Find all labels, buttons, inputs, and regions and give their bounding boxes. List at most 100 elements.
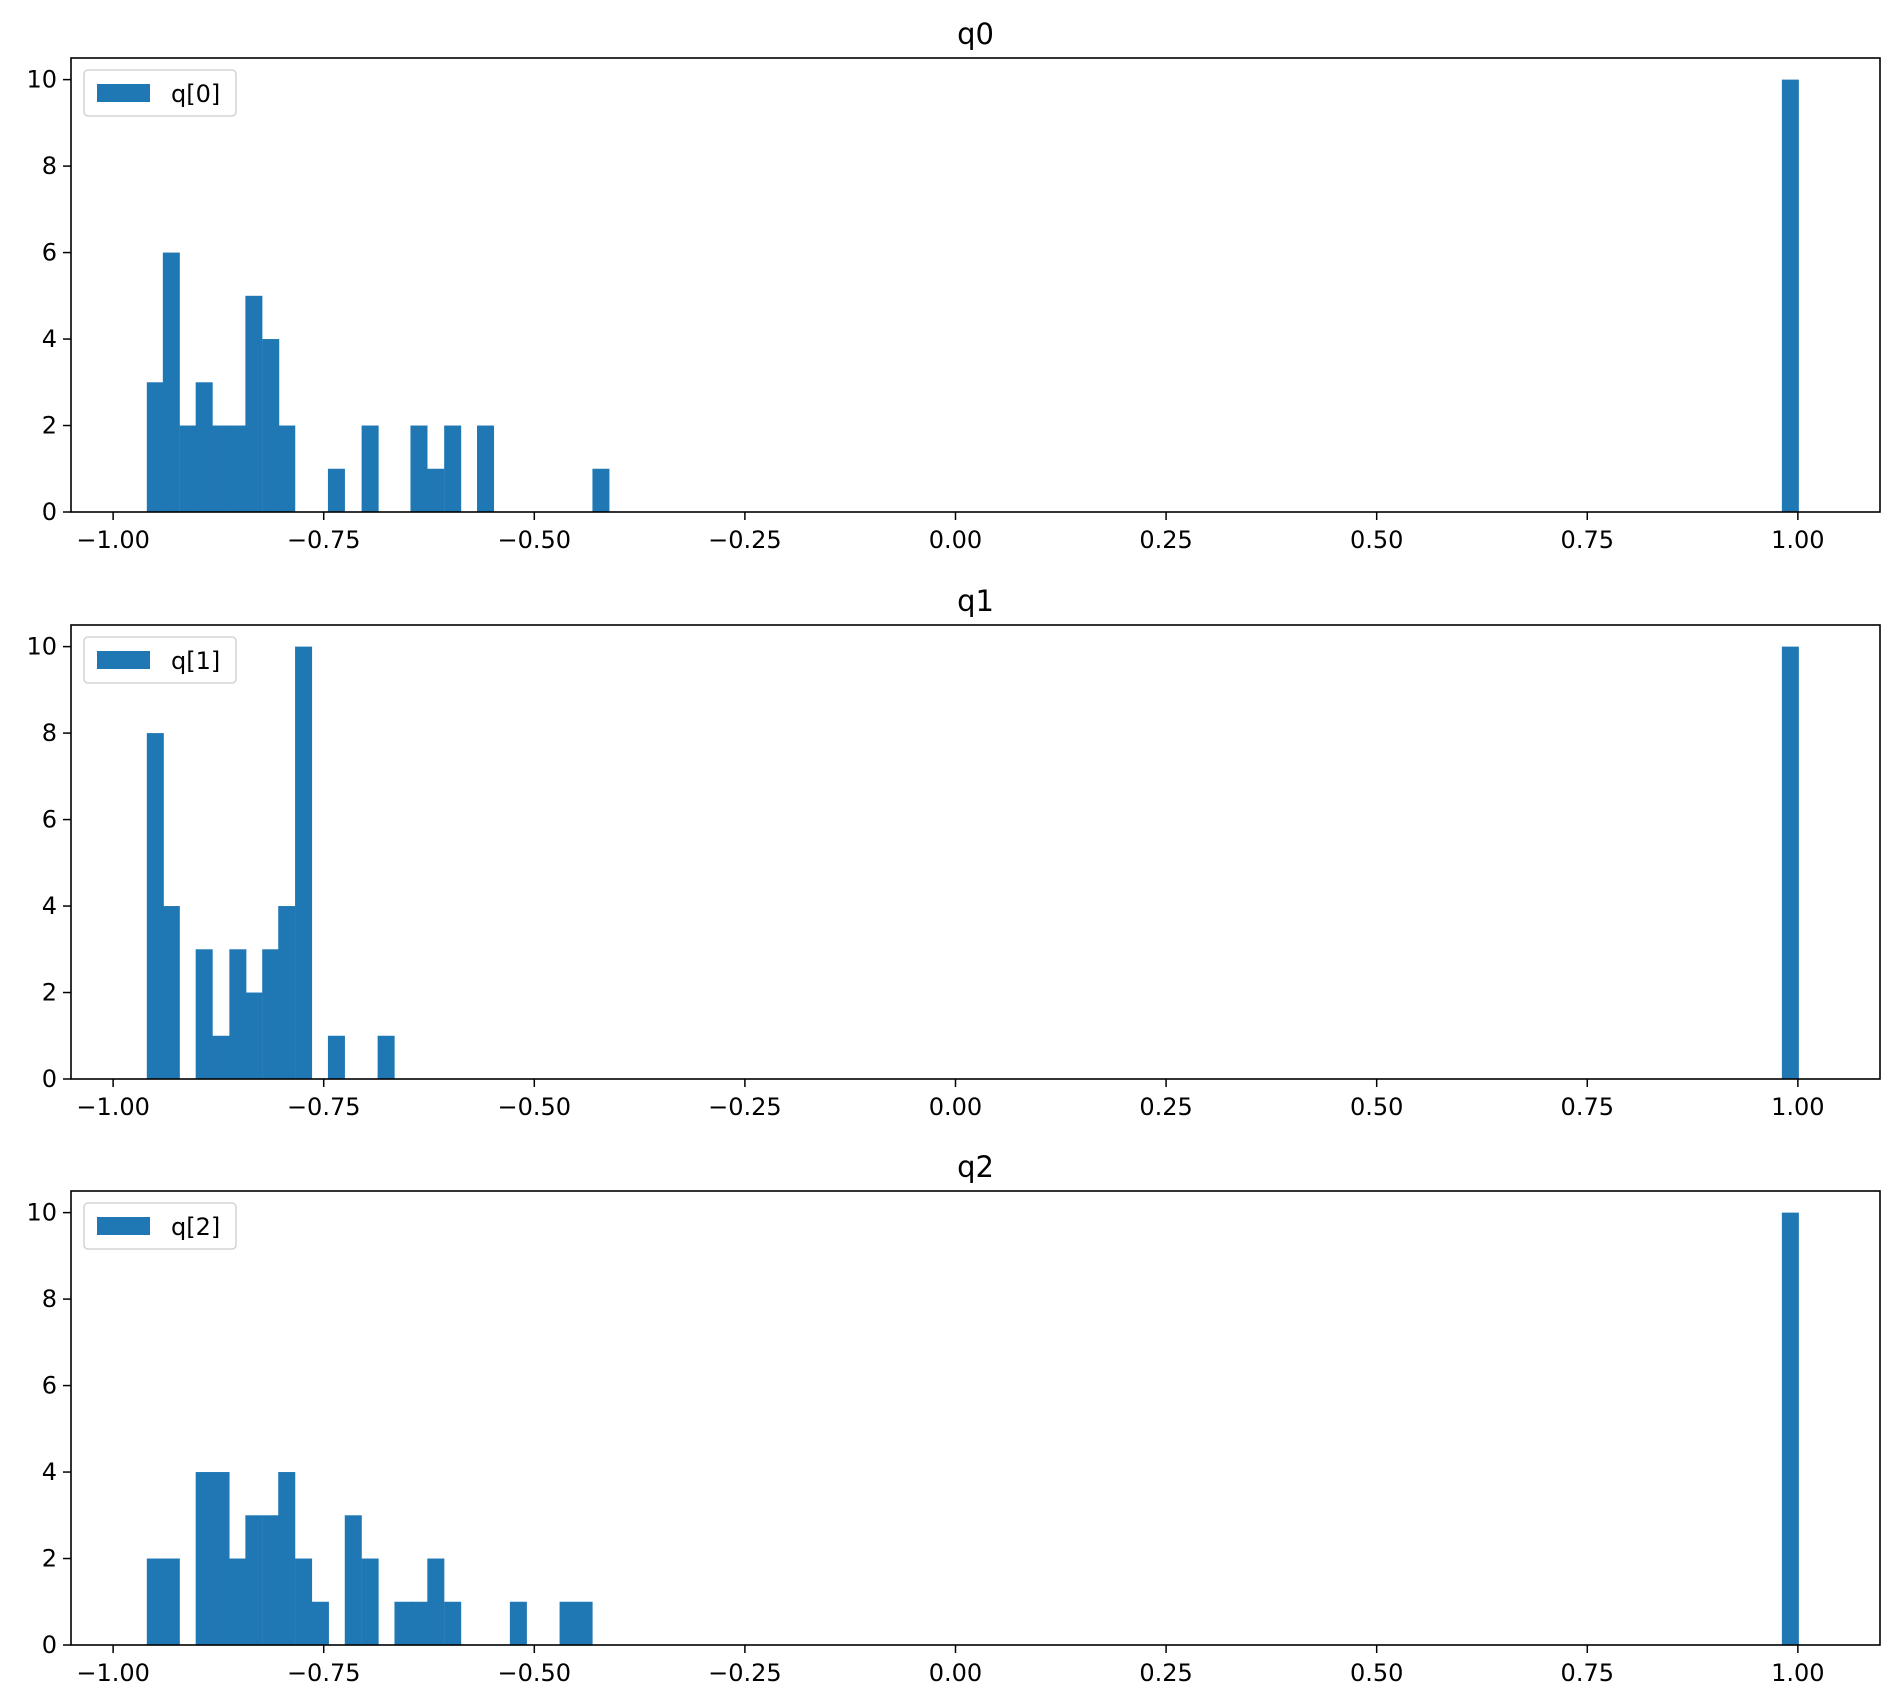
x-tick-label: 0.00 — [929, 1093, 982, 1121]
axes-frame — [70, 1190, 1881, 1646]
x-tick-label: 0.75 — [1561, 1093, 1614, 1121]
y-tick-label: 0 — [42, 498, 57, 526]
histogram-bar — [195, 382, 213, 512]
y-tick-label: 10 — [26, 633, 57, 661]
chart-title: q1 — [957, 584, 994, 618]
y-tick-label: 6 — [42, 239, 57, 267]
histogram-bar — [444, 425, 462, 512]
histogram-bar — [229, 425, 247, 512]
histogram-bar — [295, 646, 313, 1079]
histogram-bar — [1781, 646, 1799, 1079]
histogram-bar — [278, 425, 296, 512]
x-tick-label: −1.00 — [76, 1659, 150, 1687]
x-tick-label: 0.00 — [929, 526, 982, 554]
histogram-bar — [262, 1515, 280, 1645]
x-tick-label: 0.25 — [1139, 1093, 1192, 1121]
histogram-bar — [444, 1601, 462, 1645]
histogram-bar — [327, 468, 345, 512]
histogram-bar — [212, 425, 230, 512]
histogram-bar — [195, 1472, 213, 1645]
y-tick-label: 10 — [26, 1199, 57, 1227]
x-tick-label: −0.50 — [498, 1093, 572, 1121]
x-tick-label: 0.00 — [929, 1659, 982, 1687]
histogram-bar — [477, 425, 495, 512]
histogram-bar — [377, 1035, 395, 1079]
x-tick-label: 1.00 — [1771, 526, 1824, 554]
x-tick-label: −0.50 — [498, 1659, 572, 1687]
histogram-bar — [344, 1515, 362, 1645]
histogram-bar — [410, 425, 428, 512]
histogram-bar — [361, 425, 379, 512]
x-tick-label: −1.00 — [76, 1093, 150, 1121]
histogram-bar — [162, 906, 180, 1079]
y-tick-label: 2 — [42, 979, 57, 1007]
x-tick-label: 0.50 — [1350, 526, 1403, 554]
histogram-bar — [245, 992, 263, 1079]
x-tick-label: 0.75 — [1561, 1659, 1614, 1687]
histogram-bar — [1781, 79, 1799, 512]
histogram-bar — [262, 339, 280, 512]
histogram-bar — [327, 1035, 345, 1079]
legend-box — [83, 636, 237, 684]
histogram-bar — [245, 295, 263, 512]
histogram-bar — [146, 733, 164, 1079]
histogram-bar — [212, 1472, 230, 1645]
histogram-bar — [361, 1558, 379, 1645]
histogram-bar — [295, 1558, 313, 1645]
subplot-0: q0 −1.00 −0.75 −0.50 −0.25 0.00 0.25 0.50 0.75 1.… — [26, 17, 1881, 554]
chart-title: q2 — [957, 1150, 994, 1184]
histogram-bar — [427, 1558, 445, 1645]
axes-frame — [70, 57, 1881, 513]
y-tick-label: 4 — [42, 1458, 57, 1486]
y-tick-label: 8 — [42, 152, 57, 180]
y-tick-label: 2 — [42, 412, 57, 440]
x-tick-label: 1.00 — [1771, 1659, 1824, 1687]
legend-label: q[0] — [171, 80, 220, 108]
histogram-bar — [427, 468, 445, 512]
x-tick-label: −0.25 — [708, 526, 782, 554]
x-tick-label: 0.50 — [1350, 1093, 1403, 1121]
histogram-bar — [195, 949, 213, 1079]
legend: q[0] — [83, 69, 237, 117]
y-tick-label: 0 — [42, 1065, 57, 1093]
histogram-bar — [146, 1558, 164, 1645]
x-tick-label: −0.25 — [708, 1659, 782, 1687]
legend: q[2] — [83, 1202, 237, 1250]
x-tick-label: −0.75 — [287, 526, 361, 554]
x-tick-label: −0.75 — [287, 1093, 361, 1121]
histogram-bar — [1781, 1212, 1799, 1645]
histogram-bar — [311, 1601, 329, 1645]
x-tick-label: 0.25 — [1139, 526, 1192, 554]
histogram-bar — [410, 1601, 428, 1645]
y-tick-label: 10 — [26, 66, 57, 94]
histogram-bar — [559, 1601, 577, 1645]
histogram-bar — [229, 1558, 247, 1645]
x-tick-label: 0.75 — [1561, 526, 1614, 554]
histogram-bar — [146, 382, 164, 512]
histogram-bar — [229, 949, 247, 1079]
legend-label: q[1] — [171, 647, 220, 675]
x-tick-label: −0.75 — [287, 1659, 361, 1687]
y-tick-label: 4 — [42, 325, 57, 353]
y-tick-label: 0 — [42, 1631, 57, 1659]
histogram-bar — [245, 1515, 263, 1645]
x-tick-label: 0.25 — [1139, 1659, 1192, 1687]
histogram-bar — [262, 949, 280, 1079]
histogram-bar — [394, 1601, 412, 1645]
y-tick-label: 6 — [42, 806, 57, 834]
histogram-bar — [278, 1472, 296, 1645]
legend: q[1] — [83, 636, 237, 684]
legend-box — [83, 1202, 237, 1250]
y-tick-label: 8 — [42, 1285, 57, 1313]
legend-swatch — [97, 84, 150, 102]
histogram-bar — [179, 425, 197, 512]
axes-frame — [70, 624, 1881, 1080]
histogram-bar — [212, 1035, 230, 1079]
histogram-bar — [162, 1558, 180, 1645]
legend-swatch — [97, 1217, 150, 1235]
y-tick-label: 4 — [42, 892, 57, 920]
x-tick-label: 0.50 — [1350, 1659, 1403, 1687]
legend-label: q[2] — [171, 1213, 220, 1241]
